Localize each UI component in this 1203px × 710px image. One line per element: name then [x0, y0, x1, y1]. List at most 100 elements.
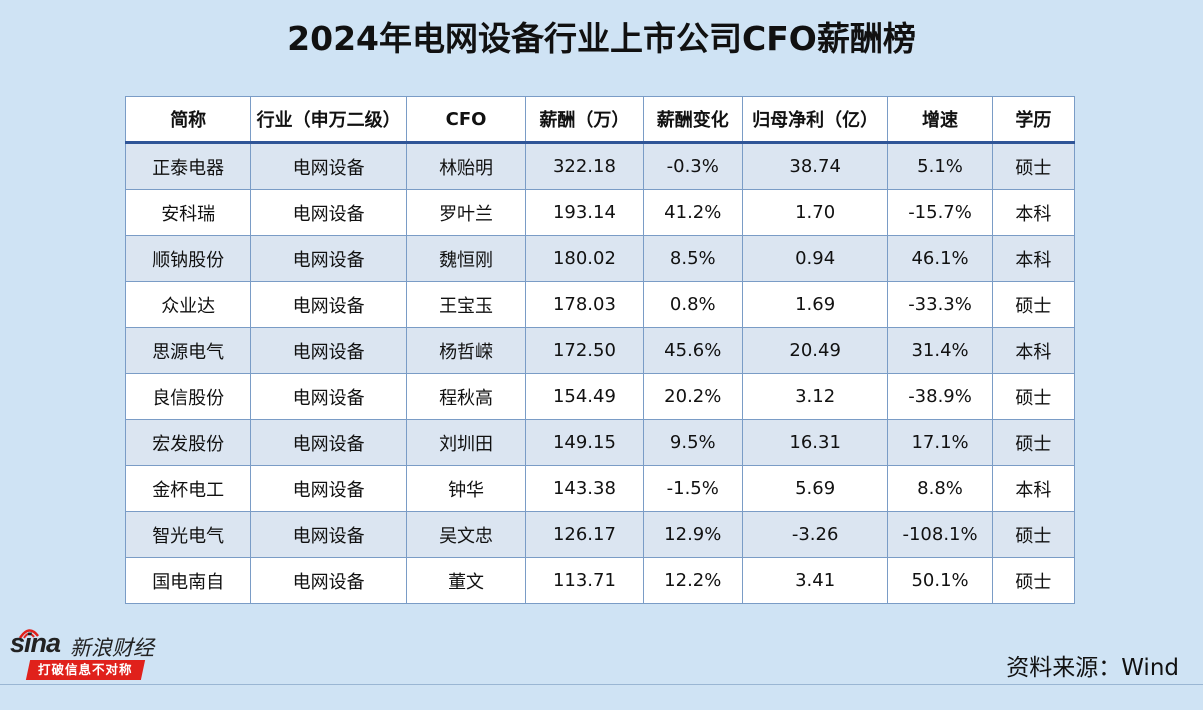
table-cell: 电网设备	[250, 373, 407, 420]
table-cell: 顺钠股份	[124, 235, 252, 282]
column-header: CFO	[405, 96, 527, 144]
table-cell: 思源电气	[124, 327, 252, 374]
table-cell: 电网设备	[250, 557, 407, 604]
table-row: 宏发股份 电网设备 刘圳田 149.15 9.5% 16.31 17.1% 硕士	[124, 419, 1076, 466]
table-cell: 国电南自	[124, 557, 252, 604]
table-cell: -1.5%	[642, 465, 743, 512]
table-cell: 12.9%	[642, 511, 743, 558]
table-cell: 1.69	[741, 281, 889, 328]
table-cell: 126.17	[525, 511, 644, 558]
table-cell: 智光电气	[124, 511, 252, 558]
table-row: 思源电气 电网设备 杨哲嵘 172.50 45.6% 20.49 31.4% 本科	[124, 327, 1076, 374]
table-cell: 172.50	[525, 327, 644, 374]
table-cell: 电网设备	[250, 189, 407, 236]
logo-slogan: 打破信息不对称	[25, 660, 145, 680]
table-cell: -108.1%	[887, 511, 993, 558]
table-cell: 8.8%	[887, 465, 993, 512]
table-cell: 16.31	[741, 419, 889, 466]
table-cell: 0.8%	[642, 281, 743, 328]
column-header: 薪酬变化	[642, 96, 743, 144]
table-cell: 杨哲嵘	[405, 327, 527, 374]
table-cell: 149.15	[525, 419, 644, 466]
table-cell: 113.71	[525, 557, 644, 604]
table-cell: 罗叶兰	[405, 189, 527, 236]
table-cell: 众业达	[124, 281, 252, 328]
table-cell: 硕士	[991, 511, 1076, 558]
table-cell: 王宝玉	[405, 281, 527, 328]
table-cell: 193.14	[525, 189, 644, 236]
source-note: 资料来源：Wind	[1006, 655, 1179, 681]
table-cell: 45.6%	[642, 327, 743, 374]
sina-eye-icon	[18, 629, 39, 639]
logo-brand-cn: 新浪财经	[70, 636, 154, 660]
table-cell: 魏恒刚	[405, 235, 527, 282]
table-cell: 3.41	[741, 557, 889, 604]
table-cell: 硕士	[991, 557, 1076, 604]
table-cell: 12.2%	[642, 557, 743, 604]
table-cell: 本科	[991, 465, 1076, 512]
column-header: 简称	[124, 96, 252, 144]
table-cell: 电网设备	[250, 511, 407, 558]
table-cell: -3.26	[741, 511, 889, 558]
table-cell: 硕士	[991, 142, 1076, 190]
table-cell: 正泰电器	[124, 142, 252, 190]
table-cell: 本科	[991, 189, 1076, 236]
table-row: 正泰电器 电网设备 林贻明 322.18 -0.3% 38.74 5.1% 硕士	[124, 142, 1076, 190]
table-cell: -33.3%	[887, 281, 993, 328]
page-title: 2024年电网设备行业上市公司CFO薪酬榜	[287, 19, 916, 58]
table-cell: 0.94	[741, 235, 889, 282]
table-cell: 程秋高	[405, 373, 527, 420]
table-cell: -0.3%	[642, 142, 743, 190]
table-cell: 154.49	[525, 373, 644, 420]
table-cell: 17.1%	[887, 419, 993, 466]
table-row: 金杯电工 电网设备 钟华 143.38 -1.5% 5.69 8.8% 本科	[124, 465, 1076, 512]
table-row: 良信股份 电网设备 程秋高 154.49 20.2% 3.12 -38.9% 硕士	[124, 373, 1076, 420]
table-cell: 本科	[991, 235, 1076, 282]
table-cell: 钟华	[405, 465, 527, 512]
table-header-row: 简称 行业（申万二级） CFO 薪酬（万） 薪酬变化 归母净利（亿） 增速 学历	[124, 96, 1076, 144]
sina-finance-logo: sina 新浪财经 打破信息不对称	[8, 626, 168, 682]
table-row: 顺钠股份 电网设备 魏恒刚 180.02 8.5% 0.94 46.1% 本科	[124, 235, 1076, 282]
table-cell: 20.2%	[642, 373, 743, 420]
table-cell: 电网设备	[250, 465, 407, 512]
table-cell: 电网设备	[250, 327, 407, 374]
table-cell: 50.1%	[887, 557, 993, 604]
table-cell: 硕士	[991, 281, 1076, 328]
table-cell: 电网设备	[250, 281, 407, 328]
cfo-salary-table: 简称 行业（申万二级） CFO 薪酬（万） 薪酬变化 归母净利（亿） 增速 学历 正泰电器 电网…	[124, 96, 1076, 604]
table-cell: 董文	[405, 557, 527, 604]
table-cell: 良信股份	[124, 373, 252, 420]
table-cell: 硕士	[991, 419, 1076, 466]
table-cell: 143.38	[525, 465, 644, 512]
table-cell: 38.74	[741, 142, 889, 190]
table-cell: 吴文忠	[405, 511, 527, 558]
table-cell: 31.4%	[887, 327, 993, 374]
table-row: 安科瑞 电网设备 罗叶兰 193.14 41.2% 1.70 -15.7% 本科	[124, 189, 1076, 236]
table-cell: 20.49	[741, 327, 889, 374]
table-cell: 电网设备	[250, 419, 407, 466]
table-cell: 5.1%	[887, 142, 993, 190]
table-cell: 宏发股份	[124, 419, 252, 466]
table-cell: -38.9%	[887, 373, 993, 420]
table-cell: 林贻明	[405, 142, 527, 190]
table-cell: 1.70	[741, 189, 889, 236]
table-cell: 178.03	[525, 281, 644, 328]
table-row: 智光电气 电网设备 吴文忠 126.17 12.9% -3.26 -108.1% 硕士	[124, 511, 1076, 558]
column-header: 学历	[991, 96, 1076, 144]
column-header: 归母净利（亿）	[741, 96, 889, 144]
table-cell: 本科	[991, 327, 1076, 374]
table-cell: -15.7%	[887, 189, 993, 236]
logo-slogan-text: 打破信息不对称	[38, 662, 133, 677]
table-cell: 9.5%	[642, 419, 743, 466]
bottom-divider	[0, 684, 1203, 685]
table-cell: 金杯电工	[124, 465, 252, 512]
table-cell: 刘圳田	[405, 419, 527, 466]
table-cell: 8.5%	[642, 235, 743, 282]
logo-brand-text: sina	[10, 628, 61, 658]
table-cell: 41.2%	[642, 189, 743, 236]
table-cell: 322.18	[525, 142, 644, 190]
table-cell: 电网设备	[250, 142, 407, 190]
table-cell: 46.1%	[887, 235, 993, 282]
table-row: 众业达 电网设备 王宝玉 178.03 0.8% 1.69 -33.3% 硕士	[124, 281, 1076, 328]
table-cell: 电网设备	[250, 235, 407, 282]
